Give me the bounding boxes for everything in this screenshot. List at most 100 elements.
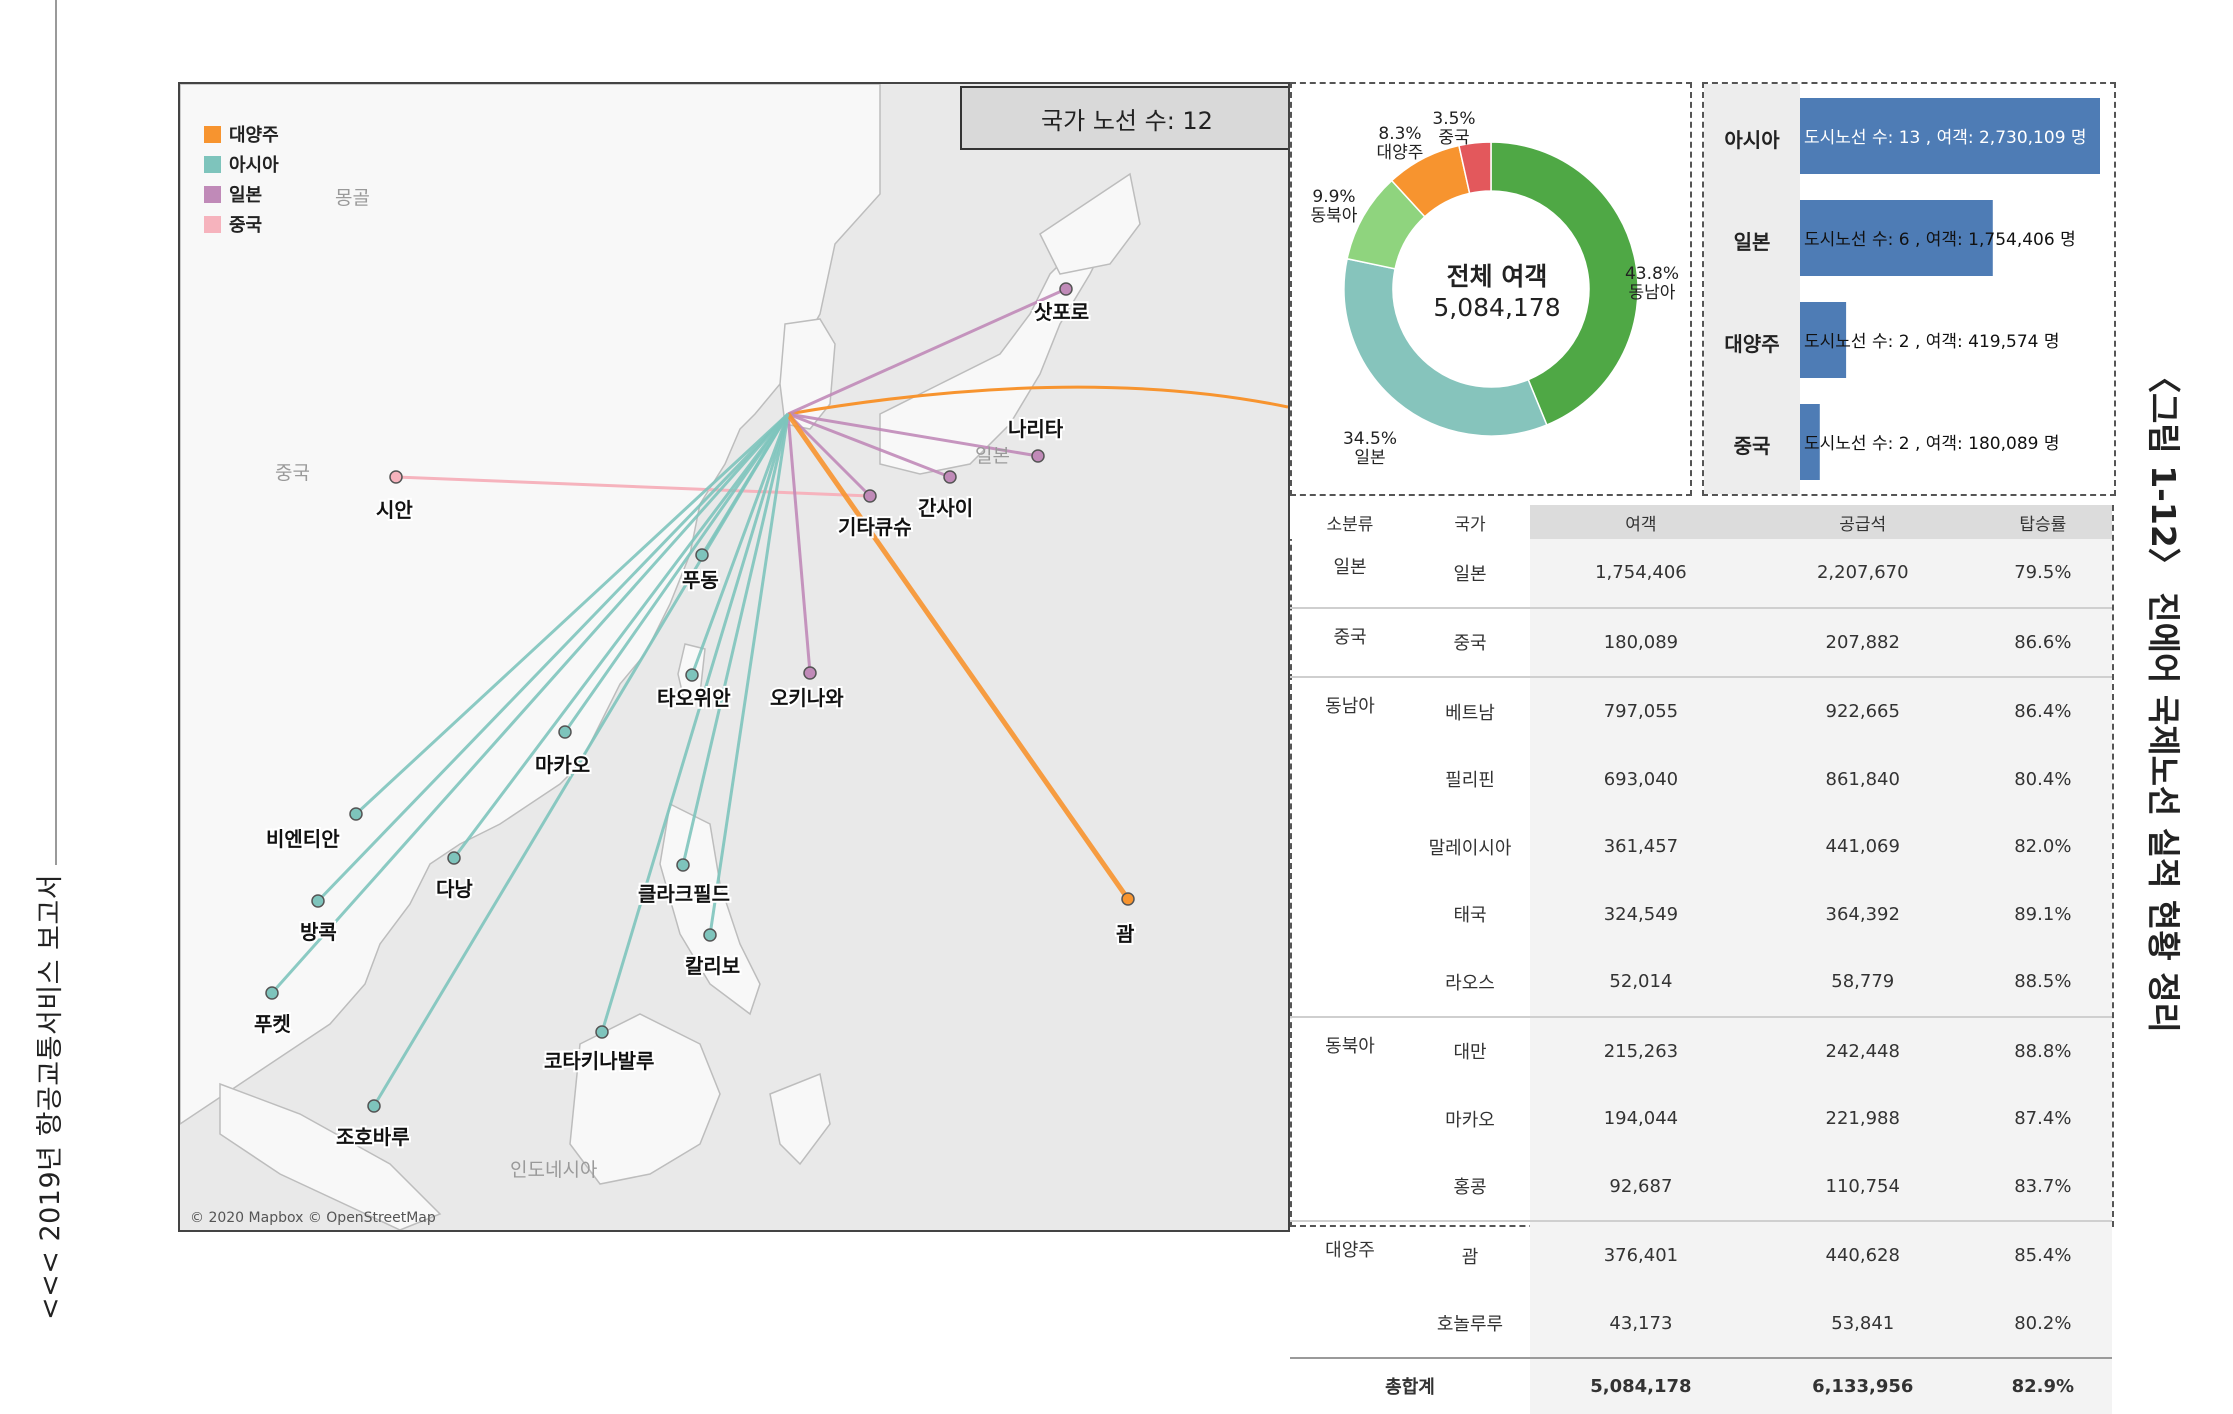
cell-country: 마카오	[1445, 1109, 1495, 1131]
city-marker[interactable]	[311, 894, 325, 908]
city-label: 푸동	[682, 568, 719, 592]
city-marker[interactable]	[676, 858, 690, 872]
legend-item: 일본	[204, 179, 279, 209]
col-header-load-factor: 탑승률	[1973, 505, 2112, 539]
table-row: 마카오 194,044 221,988 87.4%	[1290, 1085, 2112, 1153]
route-line	[787, 287, 1067, 416]
cell-seats: 58,779	[1751, 948, 1974, 1017]
city-marker[interactable]	[389, 470, 403, 484]
route-line	[786, 413, 812, 674]
legend-swatch	[204, 215, 221, 233]
city-label: 오키나와	[770, 686, 844, 710]
cell-passengers: 43,173	[1530, 1289, 1752, 1358]
table-row: 필리핀 693,040 861,840 80.4%	[1290, 745, 2112, 814]
city-marker[interactable]	[685, 668, 699, 682]
cell-passengers: 180,089	[1530, 606, 1752, 677]
city-marker[interactable]	[1059, 282, 1073, 296]
cell-seats: 440,628	[1751, 1220, 1974, 1290]
cell-country: 일본	[1453, 563, 1487, 585]
legend-label: 대양주	[229, 125, 279, 146]
col-header-country[interactable]: 국가	[1410, 505, 1530, 539]
cell-load-factor: 80.2%	[1973, 1289, 2112, 1358]
city-marker[interactable]	[349, 807, 363, 821]
city-label: 방콕	[300, 920, 337, 944]
cell-passengers: 215,263	[1530, 1015, 1752, 1085]
cell-seats: 861,840	[1751, 745, 1974, 813]
route-lines	[270, 287, 1288, 1107]
cell-seats: 2,207,670	[1751, 539, 1974, 608]
cell-passengers: 361,457	[1530, 813, 1752, 881]
table-row: 대양주 괌 376,401 440,628 85.4%	[1290, 1220, 2112, 1290]
city-marker[interactable]	[265, 986, 279, 1000]
cell-seats: 922,665	[1751, 676, 1974, 746]
bar	[1800, 98, 2100, 174]
cell-load-factor: 80.4%	[1973, 745, 2112, 813]
cell-category	[1290, 948, 1410, 1017]
city-label: 나리타	[1008, 417, 1064, 441]
city-marker[interactable]	[595, 1025, 609, 1039]
city-marker[interactable]	[863, 489, 877, 503]
slice-percent-label: 34.5%	[1343, 429, 1397, 449]
bar	[1800, 302, 1847, 378]
city-label: 타오위안	[657, 686, 731, 710]
cell-passengers: 797,055	[1530, 676, 1752, 746]
cell-passengers: 194,044	[1530, 1085, 1752, 1153]
legend-label: 일본	[229, 185, 263, 206]
cell-category	[1290, 1290, 1410, 1359]
borneo-landmass	[569, 1013, 721, 1185]
cell-seats: 207,882	[1751, 606, 1974, 677]
bar-data-label: 도시노선 수: 2 , 여객: 419,574 명	[1804, 332, 2060, 352]
asia-landmass	[180, 84, 881, 1125]
cell-country: 태국	[1453, 905, 1487, 927]
legend-item: 중국	[204, 209, 279, 239]
bar-data-label: 도시노선 수: 2 , 여객: 180,089 명	[1804, 434, 2060, 454]
city-marker[interactable]	[943, 470, 957, 484]
cell-passengers: 376,401	[1530, 1220, 1752, 1290]
col-header-category: 소분류	[1290, 505, 1410, 539]
report-title: <<< 2019년 항공교통서비스 보고서	[35, 873, 66, 1320]
donut-slice	[1490, 141, 1639, 426]
cell-category	[1290, 746, 1410, 814]
bar-category-column	[1704, 84, 1800, 494]
city-marker[interactable]	[695, 548, 709, 562]
legend-swatch	[204, 155, 221, 173]
map-attribution: © 2020 Mapbox © OpenStreetMap	[190, 1210, 436, 1226]
route-line	[787, 412, 1039, 458]
cell-load-factor: 86.6%	[1973, 606, 2112, 677]
cell-seats: 53,841	[1751, 1289, 1974, 1358]
cell-total-passengers: 5,084,178	[1530, 1357, 1752, 1414]
cell-load-factor: 86.4%	[1973, 676, 2112, 746]
cell-total-label: 총합계	[1290, 1357, 1530, 1414]
city-marker[interactable]	[447, 851, 461, 865]
cell-category	[1290, 1085, 1410, 1153]
table-row: 중국 중국 180,089 207,882 86.6%	[1290, 606, 2112, 677]
col-header-passengers[interactable]: 여객	[1530, 505, 1752, 539]
city-marker[interactable]	[558, 725, 572, 739]
table-row: 호놀루루 43,173 53,841 80.2%	[1290, 1289, 2112, 1359]
col-header-seats: 공급석	[1751, 505, 1974, 539]
bar-category-label: 중국	[1733, 434, 1771, 458]
route-line	[681, 413, 790, 866]
route-line	[786, 412, 872, 498]
cell-total-load-factor: 82.9%	[1973, 1357, 2112, 1414]
table-row: 동남아 베트남 797,055 922,665 86.4%	[1290, 676, 2112, 746]
route-line	[708, 413, 790, 936]
city-marker[interactable]	[1031, 449, 1045, 463]
city-marker[interactable]	[803, 666, 817, 680]
city-label: 칼리보	[685, 954, 740, 978]
cell-passengers: 1,754,406	[1530, 539, 1752, 608]
city-label: 클라크필드	[638, 882, 730, 906]
donut-chart: 43.8%동남아 34.5%일본 9.9%동북아 8.3%대양주 3.5%중국	[1311, 109, 1679, 468]
table-row: 말레이시아 361,457 441,069 82.0%	[1290, 813, 2112, 881]
city-label: 마카오	[535, 753, 590, 777]
route-map: 삿포로 나리타 간사이 기타큐슈 시안 푸동 오키나와 타오위안 마카오 비엔티안 다낭 방콕 클라크필…	[178, 82, 1290, 1232]
cell-load-factor: 88.8%	[1973, 1015, 2112, 1085]
region-label-mongolia: 몽골	[335, 187, 370, 209]
city-marker[interactable]	[367, 1099, 381, 1113]
route-line	[395, 475, 871, 498]
city-marker[interactable]	[1121, 892, 1135, 906]
city-marker[interactable]	[703, 928, 717, 942]
route-line	[787, 385, 1288, 416]
donut-center: 전체 여객 5,084,178	[1422, 261, 1572, 323]
